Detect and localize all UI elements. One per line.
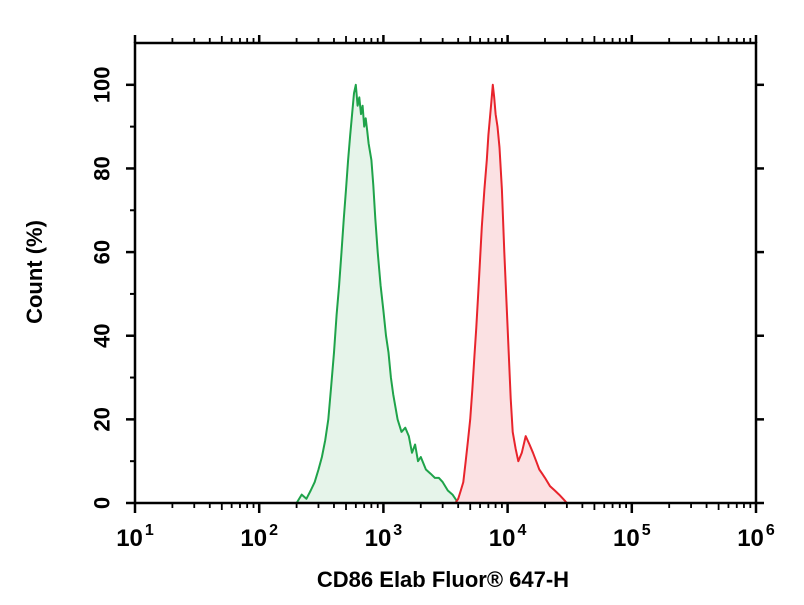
x-tick-base: 10	[116, 525, 143, 552]
y-tick-label: 100	[90, 66, 115, 103]
x-tick-base: 10	[365, 525, 392, 552]
x-tick-label: 10 2	[240, 522, 278, 552]
y-tick-label: 60	[90, 240, 115, 264]
x-tick-label: 10 5	[613, 522, 651, 552]
x-tick-label: 10 3	[365, 522, 403, 552]
y-axis-label: Count (%)	[22, 220, 47, 324]
y-tick-label: 20	[90, 407, 115, 431]
y-tick-label: 80	[90, 156, 115, 180]
x-tick-label: 10 4	[489, 522, 527, 552]
x-tick-exponent: 3	[393, 522, 402, 539]
plot-frame	[133, 41, 758, 505]
x-tick-base: 10	[240, 525, 267, 552]
x-tick-exponent: 6	[766, 522, 775, 539]
x-tick-exponent: 1	[145, 522, 154, 539]
series-1-line	[295, 83, 460, 504]
y-tick-label: 40	[90, 323, 115, 347]
x-tick-label: 10 1	[116, 522, 154, 552]
y-tick-label: 0	[90, 497, 115, 509]
series-2-area	[455, 84, 567, 504]
x-tick-exponent: 4	[517, 522, 526, 539]
series-1-area	[296, 84, 459, 504]
series-layer	[295, 83, 568, 504]
x-tick-base: 10	[489, 525, 516, 552]
x-axis-label: CD86 Elab Fluor® 647-H	[317, 567, 569, 592]
x-tick-base: 10	[737, 525, 764, 552]
x-tick-exponent: 2	[269, 522, 278, 539]
series-2-line	[454, 83, 568, 504]
x-tick-label: 10 6	[737, 522, 775, 552]
x-tick-base: 10	[613, 525, 640, 552]
x-tick-exponent: 5	[642, 522, 651, 539]
